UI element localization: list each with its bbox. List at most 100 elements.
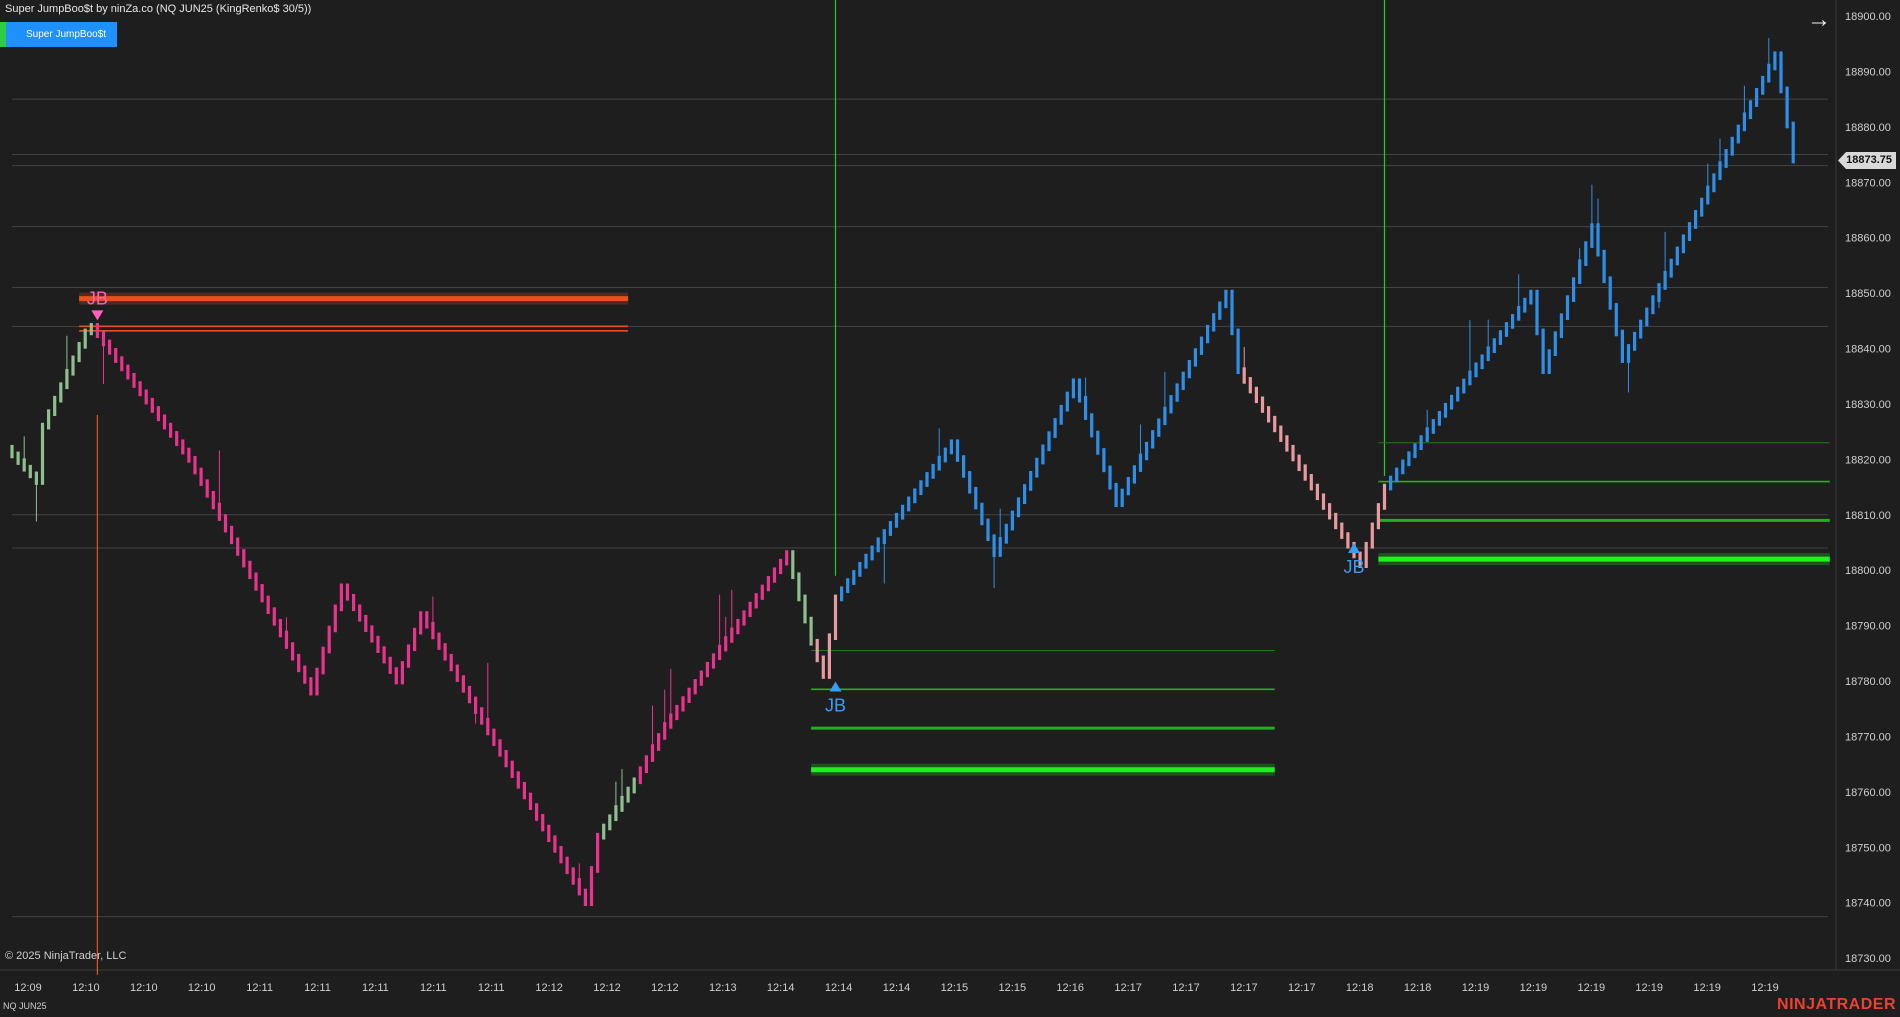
candle — [498, 739, 502, 757]
candle — [358, 604, 362, 622]
ninjatrader-logo: NINJATRADER — [1777, 996, 1896, 1013]
y-tick-label: 18880.00 — [1845, 122, 1891, 134]
candle — [1157, 418, 1161, 437]
candle — [772, 567, 777, 583]
candle — [1694, 209, 1698, 229]
candle — [1633, 331, 1637, 351]
candle — [718, 644, 722, 660]
candle — [1572, 277, 1576, 302]
candle — [480, 707, 484, 725]
candle — [1004, 523, 1008, 544]
x-tick-label: 12:17 — [1230, 982, 1258, 994]
right-arrow-icon[interactable]: → — [1807, 6, 1831, 33]
x-tick-label: 12:17 — [1114, 982, 1142, 994]
candle — [272, 607, 276, 626]
candle — [821, 655, 825, 679]
candle — [1382, 483, 1387, 510]
candle — [333, 604, 337, 633]
candle — [571, 867, 575, 885]
candle — [1206, 324, 1210, 344]
candle — [260, 584, 264, 603]
candle — [1675, 246, 1679, 266]
candle — [901, 504, 905, 520]
candle — [541, 814, 545, 832]
y-tick-label: 18890.00 — [1845, 66, 1891, 78]
candle — [1041, 444, 1045, 465]
candle — [406, 644, 411, 668]
candle — [1340, 522, 1344, 539]
candle — [364, 614, 368, 633]
y-tick-label: 18840.00 — [1845, 344, 1891, 356]
chart-title: Super JumpBoo$t by ninZa.co (NQ JUN25 (K… — [5, 3, 312, 15]
candle — [602, 823, 606, 840]
instrument-label: NQ JUN25 — [3, 1001, 47, 1011]
candle — [1431, 419, 1435, 434]
x-tick-label: 12:17 — [1172, 982, 1200, 994]
candle — [1755, 88, 1759, 107]
candle — [1199, 336, 1204, 355]
candle — [888, 521, 892, 536]
candle — [870, 545, 874, 561]
candle — [230, 525, 234, 545]
candle — [620, 795, 624, 812]
candle — [162, 414, 167, 430]
candle — [644, 755, 648, 774]
candle — [638, 766, 642, 785]
candle — [1071, 378, 1075, 399]
candle — [815, 638, 819, 663]
candle — [608, 814, 612, 831]
candle — [181, 439, 185, 455]
candle — [1175, 383, 1179, 402]
indicator-button[interactable]: Super JumpBoo$t — [0, 22, 117, 47]
candle — [217, 502, 221, 521]
x-tick-label: 12:18 — [1346, 982, 1374, 994]
x-tick-label: 12:11 — [246, 982, 273, 994]
candle — [284, 630, 289, 649]
candle — [169, 422, 173, 438]
candle — [47, 409, 51, 430]
candle — [419, 611, 423, 635]
candle — [95, 323, 99, 338]
y-tick-label: 18770.00 — [1845, 731, 1891, 743]
candle — [1084, 395, 1088, 420]
candle — [1193, 348, 1197, 367]
candle — [1077, 378, 1082, 403]
candle — [1425, 427, 1429, 442]
x-tick-label: 12:19 — [1462, 982, 1490, 994]
candle — [278, 618, 282, 638]
candle — [943, 447, 947, 463]
candle — [748, 601, 752, 618]
candle — [211, 490, 215, 510]
candle — [968, 471, 972, 494]
candle — [1395, 467, 1399, 483]
candle — [303, 665, 307, 684]
candle — [1730, 136, 1734, 156]
candle — [1242, 367, 1246, 384]
candle — [504, 749, 508, 768]
candle — [1334, 512, 1338, 530]
candle — [1468, 370, 1472, 386]
candle — [1023, 484, 1027, 505]
candle — [650, 744, 655, 762]
candle — [120, 356, 124, 372]
candle — [486, 717, 490, 736]
candle — [724, 636, 728, 652]
candle — [370, 625, 374, 643]
signal-label: JB — [87, 288, 108, 308]
candle — [1029, 470, 1033, 491]
candle — [1529, 289, 1533, 305]
candle — [345, 583, 350, 601]
candle — [1035, 457, 1039, 478]
candle — [681, 696, 685, 712]
buy-signal-marker — [1348, 542, 1360, 553]
candle — [1614, 303, 1618, 337]
x-tick-label: 12:11 — [362, 982, 389, 994]
candle — [1328, 503, 1332, 520]
candle — [1450, 394, 1454, 410]
candle — [955, 439, 960, 462]
candle — [1748, 100, 1753, 120]
candle — [1309, 474, 1313, 491]
candle — [1096, 430, 1100, 455]
candle — [1535, 289, 1539, 336]
